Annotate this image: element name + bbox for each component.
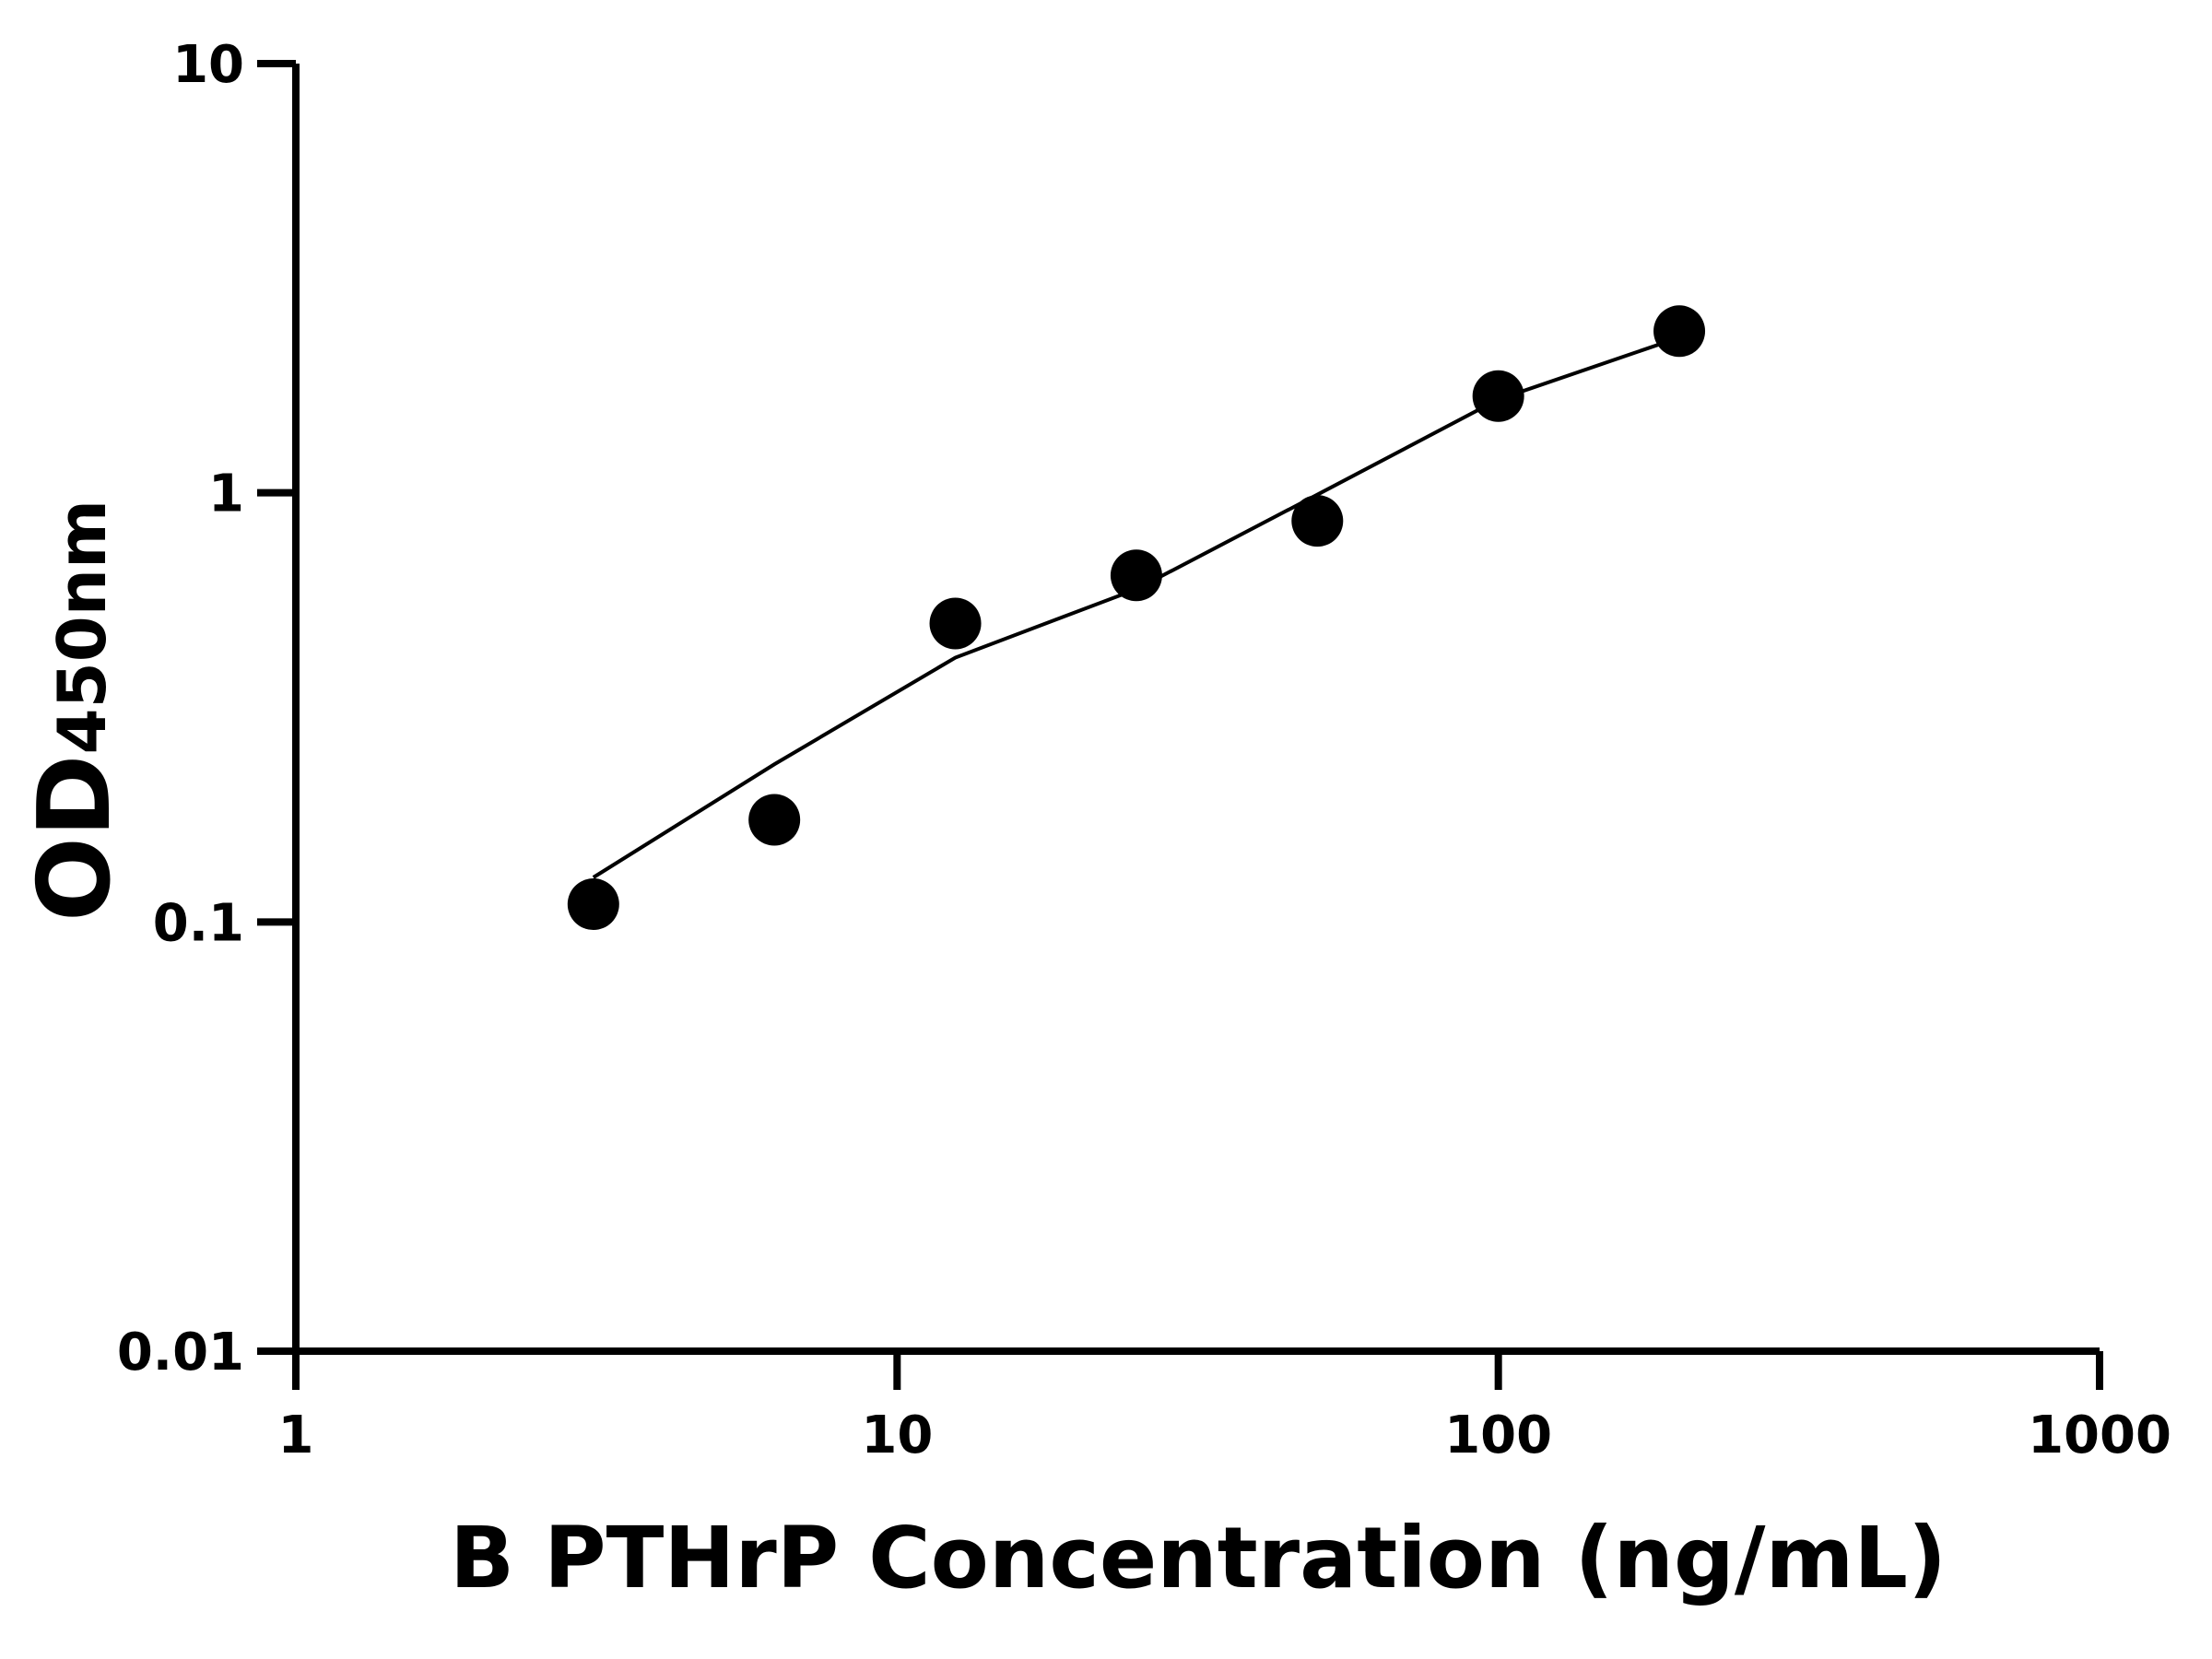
y-tick-label: 0.1 bbox=[153, 893, 244, 953]
y-axis-label-sub: 450nm bbox=[43, 500, 121, 755]
data-point bbox=[1472, 370, 1524, 422]
x-tick-label: 1000 bbox=[2028, 1406, 2171, 1465]
x-tick-label: 10 bbox=[861, 1406, 933, 1465]
x-axis-label: B PTHrP Concentration (ng/mL) bbox=[450, 1509, 1947, 1607]
y-tick-label: 1 bbox=[208, 465, 244, 524]
y-tick-label: 0.01 bbox=[117, 1323, 244, 1382]
data-point bbox=[1653, 305, 1706, 358]
data-point bbox=[1110, 549, 1162, 602]
x-tick-label: 1 bbox=[278, 1406, 314, 1465]
data-point bbox=[748, 794, 801, 846]
y-axis-label-main: OD bbox=[18, 755, 133, 922]
data-point bbox=[567, 878, 619, 931]
data-point bbox=[929, 597, 982, 650]
fit-curve bbox=[592, 335, 1680, 879]
x-tick-label: 100 bbox=[1444, 1406, 1552, 1465]
data-point bbox=[1291, 495, 1344, 547]
y-axis-label: OD450nm bbox=[18, 500, 133, 922]
y-tick-label: 10 bbox=[172, 35, 244, 95]
